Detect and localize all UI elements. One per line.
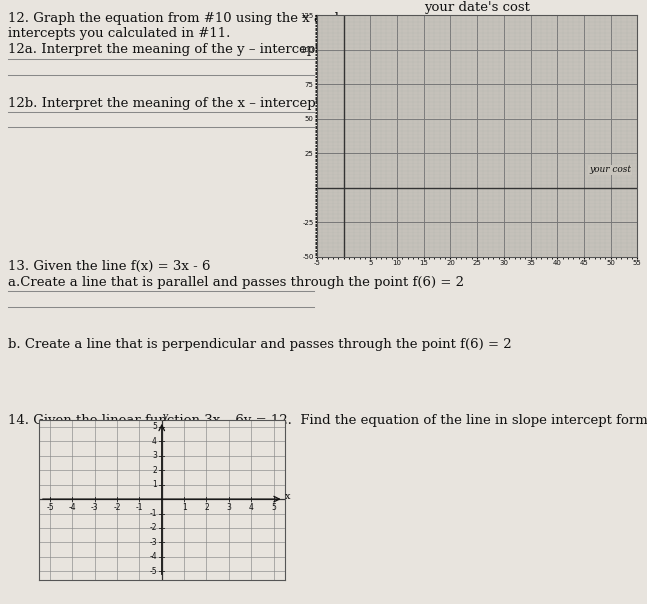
Text: 1: 1 — [182, 503, 186, 512]
Text: 5: 5 — [271, 503, 276, 512]
Text: 13. Given the line f(x) = 3x - 6: 13. Given the line f(x) = 3x - 6 — [8, 260, 210, 273]
Text: intercepts you calculated in #11.: intercepts you calculated in #11. — [8, 27, 230, 40]
Text: b. Create a line that is perpendicular and passes through the point f(6) = 2: b. Create a line that is perpendicular a… — [8, 338, 511, 352]
Text: 1: 1 — [152, 480, 157, 489]
Text: -1: -1 — [149, 509, 157, 518]
Text: 2: 2 — [204, 503, 209, 512]
Text: 4: 4 — [248, 503, 254, 512]
Text: 12b. Interpret the meaning of the x – intercept.: 12b. Interpret the meaning of the x – in… — [8, 97, 325, 110]
Text: 3: 3 — [152, 451, 157, 460]
Text: -3: -3 — [149, 538, 157, 547]
Text: 14. Given the linear function 3x – 6y = 12.  Find the equation of the line in sl: 14. Given the linear function 3x – 6y = … — [8, 414, 647, 427]
Text: -1: -1 — [136, 503, 143, 512]
Text: -4: -4 — [69, 503, 76, 512]
Text: 12a. Interpret the meaning of the y – intercept.: 12a. Interpret the meaning of the y – in… — [8, 43, 325, 57]
Text: -5: -5 — [149, 567, 157, 576]
Text: a.Create a line that is parallel and passes through the point f(6) = 2: a.Create a line that is parallel and pas… — [8, 276, 464, 289]
Text: 2: 2 — [152, 466, 157, 475]
Text: 5: 5 — [152, 422, 157, 431]
Text: -2: -2 — [149, 524, 157, 533]
Text: y: y — [162, 411, 168, 420]
Text: -5: -5 — [46, 503, 54, 512]
Text: 12. Graph the equation from #10 using the x and y: 12. Graph the equation from #10 using th… — [8, 12, 351, 25]
Text: your cost: your cost — [589, 165, 631, 174]
Text: 3: 3 — [226, 503, 231, 512]
Text: x: x — [285, 492, 291, 501]
Text: 4: 4 — [152, 437, 157, 446]
Text: -3: -3 — [91, 503, 98, 512]
Title: your date's cost: your date's cost — [424, 1, 530, 14]
Text: -2: -2 — [113, 503, 121, 512]
Text: -4: -4 — [149, 552, 157, 561]
